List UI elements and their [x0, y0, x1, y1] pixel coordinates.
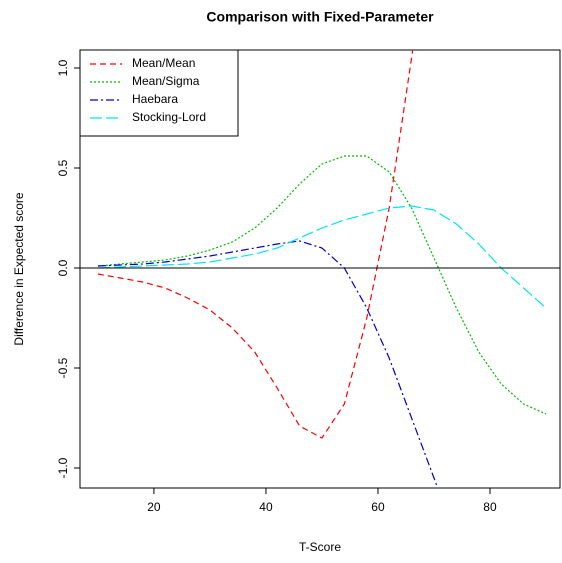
chart-title: Comparison with Fixed-Parameter	[206, 9, 434, 25]
plot-box	[79, 49, 561, 489]
y-tick-label: -0.5	[56, 357, 70, 378]
legend-label: Mean/Mean	[132, 56, 195, 70]
series-line	[97, 205, 547, 309]
legend-label: Mean/Sigma	[132, 74, 200, 88]
x-tick-label: 80	[483, 500, 497, 514]
series-line	[97, 240, 439, 488]
y-tick-label: 0.5	[56, 159, 70, 176]
series-line	[97, 155, 547, 415]
plot-lines	[97, 50, 547, 488]
x-tick-label: 20	[147, 500, 161, 514]
legend-label: Haebara	[132, 92, 178, 106]
y-tick-label: -1.0	[56, 457, 70, 478]
legend-box	[79, 49, 239, 137]
legend-label: Stocking-Lord	[132, 110, 206, 124]
x-tick-label: 40	[259, 500, 273, 514]
x-axis-label: T-Score	[299, 540, 341, 554]
series-line	[97, 50, 414, 439]
x-tick-label: 60	[371, 500, 385, 514]
y-tick-label: 0.0	[56, 259, 70, 276]
y-axis-label: Difference in Expected score	[12, 192, 26, 346]
y-tick-label: 1.0	[56, 59, 70, 76]
